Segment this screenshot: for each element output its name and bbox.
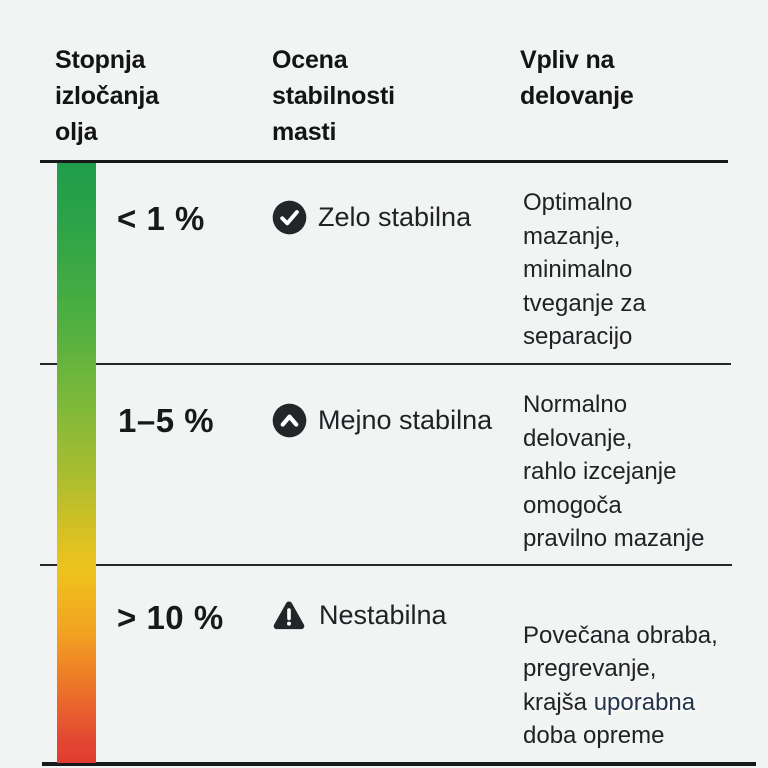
impact-text-part: doba opreme bbox=[523, 722, 665, 749]
rate-value-row-1: < 1 % bbox=[117, 200, 205, 237]
check-circle-icon bbox=[272, 200, 307, 235]
rate-value-row-3: > 10 % bbox=[117, 599, 224, 636]
assessment-label: Mejno stabilna bbox=[318, 405, 493, 435]
column-header-oil-separation: Stopnja izločanja olja bbox=[55, 46, 159, 146]
column-header-stability-rating: Ocena stabilnosti masti bbox=[272, 46, 395, 146]
impact-text-row-3: Povečana obraba, pregrevanje, krajša upo… bbox=[523, 585, 718, 753]
assessment-row-1: Zelo stabilna bbox=[272, 200, 471, 235]
impact-text-highlighted-word: uporabna bbox=[593, 688, 696, 716]
impact-text-row-1: Optimalno mazanje, minimalno tveganje za… bbox=[523, 189, 646, 350]
impact-text-part: Povečana obraba, pregrevanje, krajša bbox=[523, 621, 718, 716]
assessment-label: Nestabilna bbox=[319, 600, 447, 630]
assessment-row-2: Mejno stabilna bbox=[272, 403, 492, 438]
caret-up-circle-icon bbox=[272, 403, 307, 438]
row-divider-2 bbox=[40, 564, 732, 566]
column-header-impact: Vpliv na delovanje bbox=[520, 46, 634, 110]
impact-text-row-2: Normalno delovanje, rahlo izcejanje omog… bbox=[523, 391, 705, 552]
row-divider-1 bbox=[40, 363, 731, 365]
assessment-row-3: Nestabilna bbox=[270, 598, 447, 633]
header-divider bbox=[40, 160, 728, 163]
assessment-label: Zelo stabilna bbox=[318, 202, 472, 232]
rate-value-row-2: 1–5 % bbox=[118, 402, 215, 439]
warning-triangle-icon bbox=[273, 601, 305, 630]
bottom-divider bbox=[42, 762, 756, 766]
severity-gradient-bar bbox=[57, 163, 96, 763]
